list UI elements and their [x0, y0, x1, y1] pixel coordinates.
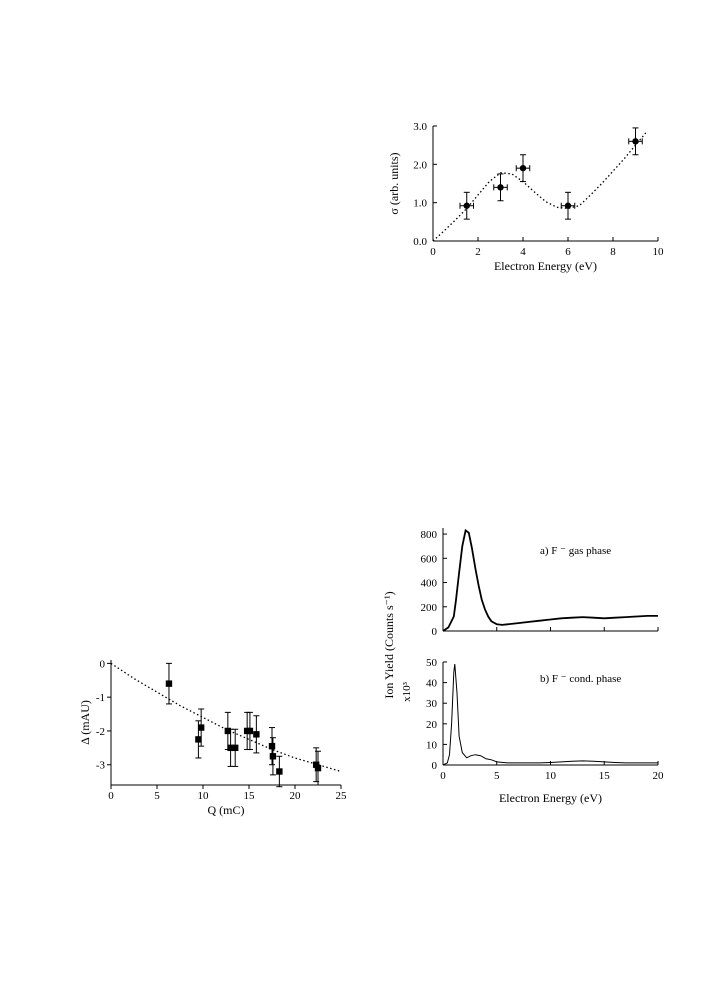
x-tick-label: 5 [494, 770, 500, 782]
y-tick-label: 30 [426, 698, 438, 710]
x-tick-label: 15 [244, 790, 256, 802]
y-tick-label: 40 [426, 678, 438, 690]
panel-annotation: b) F ⁻ cond. phase [540, 673, 621, 685]
x-tick-label: 10 [545, 770, 557, 782]
x-axis-label: Electron Energy (eV) [494, 259, 597, 273]
y-axis-label: σ (arb. units) [387, 152, 401, 214]
sigma-chart: 0.0 1.0 2.0 3.0 0 2 4 6 8 10 Electron Energy (eV) σ… [387, 121, 664, 273]
data-point [224, 727, 232, 735]
series-line [442, 528, 658, 632]
x-tick-label: 10 [198, 790, 210, 802]
plot-area: 0 200 400 600 800 a) F ⁻ gas phase [421, 528, 659, 638]
data-point [519, 164, 527, 172]
data-point [253, 731, 260, 738]
data-point [246, 727, 254, 735]
data-point [276, 768, 283, 775]
y-tick-label: -3 [96, 760, 106, 772]
x-tick-label: 0 [108, 790, 114, 802]
data-point [268, 742, 276, 750]
x-tick-label: 6 [565, 246, 571, 258]
y-tick-label: 10 [426, 739, 438, 751]
ion-yield-ylabel: Ion Yield (Counts s⁻¹) [382, 591, 396, 698]
y-tick-label: -1 [96, 692, 105, 704]
data-point [497, 184, 504, 191]
x-tick-label: 2 [475, 246, 481, 258]
x-tick-label: 0 [430, 246, 436, 258]
y-tick-label: -2 [96, 726, 105, 738]
y-tick-label: 3.0 [413, 121, 427, 133]
x-tick-label: 5 [154, 790, 160, 802]
x-tick-label: 15 [599, 770, 611, 782]
ion-yield-gas-chart: 0 200 400 600 800 a) F ⁻ gas phase [421, 528, 659, 638]
y-tick-label: 50 [426, 657, 438, 669]
ion-yield-cond-chart: 0 10 20 30 40 50 0 5 10 15 20 Electron Energy (eV) b… [401, 657, 664, 805]
fit-curve [432, 131, 648, 242]
y-tick-label: 0 [100, 658, 106, 670]
data-point [632, 138, 639, 145]
data-point [314, 764, 322, 772]
y-tick-label: 200 [421, 602, 438, 614]
plot-area: 0 10 20 30 40 50 0 5 10 15 20 Electron Energy (eV) b… [401, 657, 664, 805]
x-axis-label: Q (mC) [208, 803, 245, 817]
plot-area: 0 -1 -2 -3 0 5 10 15 20 25 Q (mC) Δ (mAU) [78, 658, 347, 817]
y-tick-label: 0 [432, 760, 438, 772]
x-tick-label: 10 [653, 246, 665, 258]
x-tick-label: 20 [653, 770, 665, 782]
panel-annotation: a) F ⁻ gas phase [540, 545, 611, 557]
y-tick-label: 0.0 [413, 236, 427, 248]
y-tick-label: 600 [421, 553, 438, 565]
data-point [232, 744, 239, 752]
data-point [269, 753, 277, 760]
series-line [442, 664, 658, 766]
ion-yield-shared-axis: Ion Yield (Counts s⁻¹) [382, 591, 396, 698]
y-tick-label: 800 [421, 529, 438, 541]
x-tick-label: 25 [336, 790, 348, 802]
y-tick-label: 400 [421, 578, 438, 590]
data-point [463, 202, 470, 209]
x-axis-label: Electron Energy (eV) [499, 791, 602, 805]
x-tick-label: 0 [440, 770, 446, 782]
y-multiplier-label: x10³ [401, 681, 413, 702]
data-point [197, 724, 205, 731]
y-tick-label: 0 [432, 626, 438, 638]
y-tick-label: 2.0 [413, 159, 427, 171]
delta-chart: 0 -1 -2 -3 0 5 10 15 20 25 Q (mC) Δ (mAU) [78, 658, 347, 817]
y-tick-label: 1.0 [413, 198, 427, 210]
data-point [165, 680, 173, 687]
fit-curve [110, 662, 342, 773]
data-point [195, 736, 202, 743]
x-tick-label: 4 [520, 246, 526, 258]
data-point [312, 761, 320, 768]
data-point [227, 744, 234, 752]
data-point [564, 202, 572, 209]
x-tick-label: 20 [290, 790, 302, 802]
plot-area: 0.0 1.0 2.0 3.0 0 2 4 6 8 10 Electron Energy (eV) σ… [387, 121, 664, 273]
x-tick-label: 8 [610, 246, 616, 258]
y-tick-label: 20 [426, 719, 438, 731]
y-axis-label: Δ (mAU) [78, 700, 92, 745]
